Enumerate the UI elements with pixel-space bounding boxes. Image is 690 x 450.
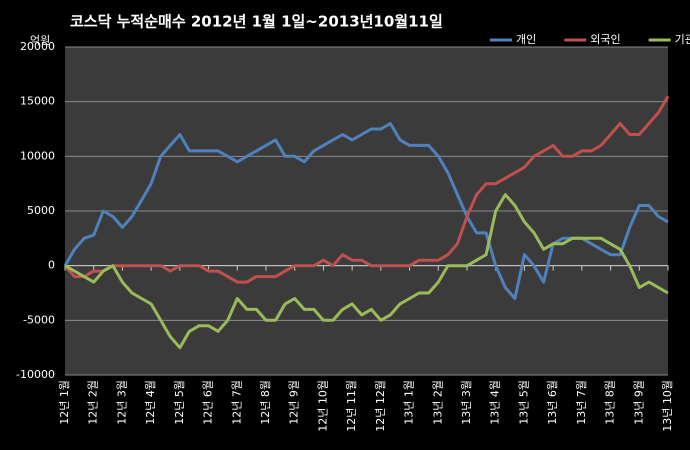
x-tick-label: 12년 2월 [87,380,100,425]
x-tick-label: 12년 8월 [259,380,272,425]
y-tick-label: 15000 [20,95,55,108]
x-tick-label: 12년 7월 [230,380,243,425]
x-tick-label: 13년 8월 [604,380,617,425]
x-tick-label: 12년 4월 [144,380,157,425]
y-unit: 억원 [30,34,50,47]
series-line [63,122,669,300]
x-tick-label: 12년 6월 [202,380,215,425]
y-tick-label: -5000 [23,313,55,326]
series-line [64,193,669,350]
x-tick-label: 13년 9월 [632,380,645,425]
x-tick-label: 13년 1월 [403,380,416,425]
y-tick-label: 5000 [27,204,55,217]
x-tick-label: 12년 9월 [288,380,301,425]
y-tick-label: -10000 [16,368,55,381]
y-tick-label: 20000 [20,40,55,53]
x-tick-label: 13년 5월 [517,380,530,425]
legend-label: 외국인 [590,33,620,46]
chart-title: 코스닥 누적순매수 2012년 1월 1일~2013년10월11일 [70,13,443,31]
series-line [63,95,670,284]
x-tick-label: 13년 2월 [431,380,444,425]
legend-label: 기관 [675,33,690,46]
x-tick-label: 13년 4월 [489,380,502,425]
y-tick-label: 10000 [20,149,55,162]
legend-label: 개인 [516,33,536,46]
x-tick-label: 12년 12월 [374,380,387,432]
y-tick-label: 0 [48,259,55,272]
x-tick-label: 12년 10월 [316,380,329,432]
x-tick-label: 12년 3월 [115,380,128,425]
x-tick-label: 12년 1월 [58,380,71,425]
x-tick-label: 13년 6월 [546,380,559,425]
x-tick-label: 12년 5월 [173,380,186,425]
x-tick-label: 13년 10월 [661,380,674,432]
x-tick-label: 13년 3월 [460,380,473,425]
x-tick-label: 12년 11월 [345,380,358,432]
x-tick-label: 13년 7월 [575,380,588,425]
